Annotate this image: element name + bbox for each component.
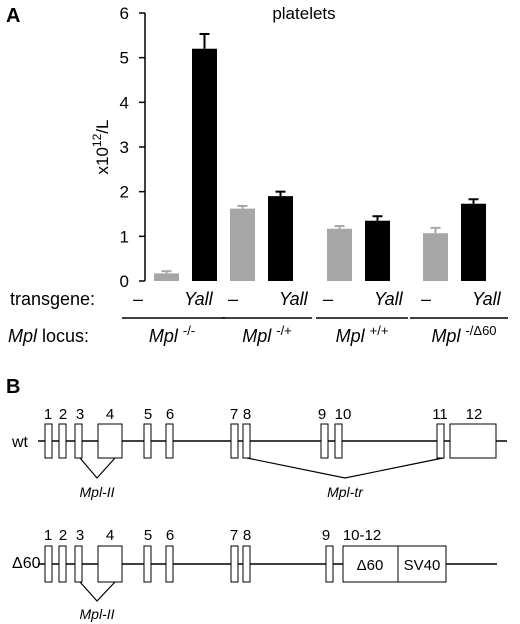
exon-number: 8	[243, 406, 251, 423]
y-tick-label: 2	[120, 183, 129, 202]
exon-number: 8	[243, 527, 251, 544]
exon-number: 3	[76, 527, 84, 544]
exon-number: 9	[318, 406, 326, 423]
exon-number: 3	[76, 406, 84, 423]
y-tick-label: 3	[120, 138, 129, 157]
exon-number: 9	[322, 527, 330, 544]
exon-box	[230, 545, 239, 583]
bar	[365, 220, 390, 281]
exon-box	[436, 423, 445, 459]
exon-number: 2	[59, 527, 67, 544]
exon-box	[325, 545, 334, 583]
exon-box	[230, 423, 239, 459]
exon-number: 10	[335, 406, 352, 423]
wt-splice-right-label: Mpl-tr	[327, 484, 364, 500]
d60-splice	[79, 581, 116, 602]
wt-exons	[44, 423, 497, 459]
exon-box	[242, 423, 251, 459]
bars	[154, 32, 486, 281]
d60-box-label: Δ60	[357, 557, 384, 574]
exon-number: 5	[144, 406, 152, 423]
exon-number: 1	[44, 406, 52, 423]
transgene-yall: Yall	[279, 289, 309, 309]
exon-box	[97, 545, 123, 583]
group-label: Mpl -/Δ60	[431, 323, 496, 346]
exon-box	[58, 545, 67, 583]
exon-number: 7	[230, 527, 238, 544]
sv40-box-label: SV40	[404, 557, 441, 574]
wt-gene-structure: wt 1 2 3 4 5 6 7 8 9 10 11 12 Mpl-II Mpl-tr	[11, 406, 507, 500]
d60-splice-label: Mpl-II	[80, 606, 115, 622]
exon-number: 10-12	[343, 527, 381, 544]
exon-number: 5	[144, 527, 152, 544]
panel-a-letter: A	[6, 5, 20, 27]
exon-number: 1	[44, 527, 52, 544]
wt-exon-numbers: 1 2 3 4 5 6 7 8 9 10 11 12	[44, 406, 483, 423]
exon-box	[143, 423, 152, 459]
transgene-yall: Yall	[184, 289, 214, 309]
exon-box	[449, 423, 497, 459]
transgene-yall: Yall	[374, 289, 404, 309]
wt-splice-right	[246, 457, 444, 479]
exon-box	[74, 545, 83, 583]
exon-number: 12	[466, 406, 483, 423]
y-tick-label: 5	[120, 49, 129, 68]
wt-label: wt	[11, 434, 29, 451]
y-tick-label: 6	[120, 4, 129, 23]
exon-box	[320, 423, 329, 459]
exon-box	[74, 423, 83, 459]
exon-box	[97, 423, 123, 459]
wt-splice-left	[79, 457, 116, 479]
exon-box	[165, 545, 174, 583]
y-axis-label: x1012/L	[90, 120, 112, 175]
d60-exon-numbers: 1 2 3 4 5 6 7 8 9 10-12	[44, 527, 381, 544]
y-axis: 0 1 2 3 4 5 6	[120, 4, 146, 291]
exon-number: 4	[106, 406, 114, 423]
exon-number: 2	[59, 406, 67, 423]
panel-b-letter: B	[6, 376, 20, 398]
d60-exons	[44, 545, 334, 583]
exon-box	[143, 545, 152, 583]
exon-box	[58, 423, 67, 459]
transgene-minus: –	[228, 289, 238, 309]
bar	[268, 196, 293, 281]
exon-number: 6	[166, 406, 174, 423]
chart-title: platelets	[272, 4, 335, 23]
transgene-minus: –	[323, 289, 333, 309]
exon-box	[242, 545, 251, 583]
exon-number: 4	[106, 527, 114, 544]
group-label: Mpl -/-	[149, 323, 195, 346]
exon-number: 7	[230, 406, 238, 423]
locus-row-label: Mpl locus:	[8, 326, 89, 346]
d60-label: Δ60	[12, 555, 41, 572]
bar	[461, 203, 486, 281]
y-tick-label: 4	[120, 93, 129, 112]
y-tick-label: 0	[120, 272, 129, 291]
wt-splice-left-label: Mpl-II	[80, 484, 115, 500]
bar	[327, 228, 352, 281]
group-label: Mpl +/+	[336, 323, 389, 346]
exon-box	[44, 423, 53, 459]
d60-gene-structure: Δ60 1 2 3 4 5 6 7 8 9 10-12 Δ60 SV40 Mpl-II	[12, 527, 497, 622]
d60-box	[342, 545, 399, 583]
transgene-minus: –	[421, 289, 431, 309]
exon-box	[165, 423, 174, 459]
exon-box	[334, 423, 343, 459]
bar	[423, 233, 448, 281]
transgene-row-label: transgene:	[10, 289, 95, 309]
exon-box	[44, 545, 53, 583]
sv40-box	[397, 545, 447, 583]
exon-number: 6	[166, 527, 174, 544]
y-tick-label: 1	[120, 227, 129, 246]
transgene-yall: Yall	[472, 289, 502, 309]
transgene-minus: –	[133, 289, 143, 309]
bar	[192, 48, 217, 281]
bar	[154, 273, 179, 281]
group-label: Mpl -/+	[242, 323, 292, 346]
exon-number: 11	[432, 406, 448, 423]
bar	[230, 208, 255, 281]
